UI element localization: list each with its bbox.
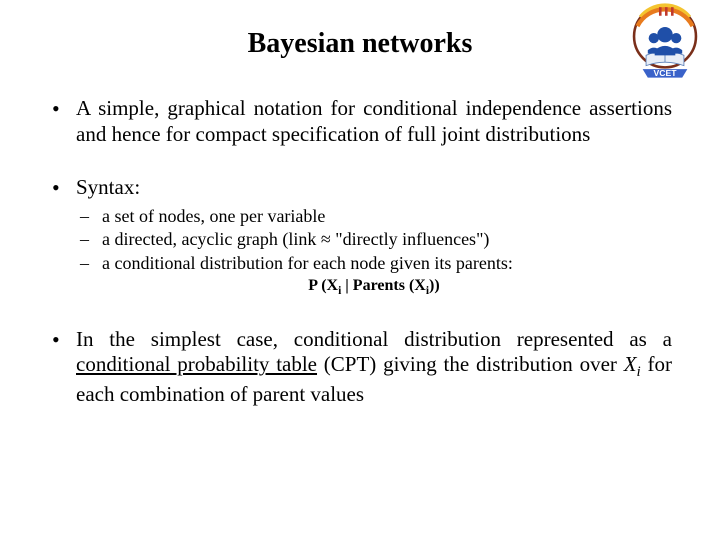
bullet-syntax: Syntax: a set of nodes, one per variable… [76,175,672,298]
formula-p: P [308,277,317,294]
cpt-mid: (CPT) giving the distribution over [317,352,624,376]
bullet-definition: A simple, graphical notation for conditi… [76,96,672,147]
sub-graph: a directed, acyclic graph (link ≈ "direc… [102,228,672,251]
probability-formula: P (Xi | Parents (Xi)) [76,276,672,298]
syntax-sublist: a set of nodes, one per variable a direc… [76,205,672,275]
sub-nodes: a set of nodes, one per variable [102,205,672,228]
formula-open: (X [317,277,338,294]
cpt-prefix: In the simplest case, conditional distri… [76,327,672,351]
bullet-cpt: In the simplest case, conditional distri… [76,327,672,408]
formula-close: )) [429,277,440,294]
cpt-underline: conditional probability table [76,352,317,376]
formula-mid: | Parents (X [341,277,426,294]
logo-text: VCET [654,68,678,78]
main-list: A simple, graphical notation for conditi… [48,96,672,407]
vcet-logo: VCET [622,2,708,88]
sub-conditional: a conditional distribution for each node… [102,252,672,275]
slide-container: VCET Bayesian networks A simple, graphic… [0,0,720,540]
cpt-var: X [624,352,637,376]
syntax-label: Syntax: [76,175,140,199]
page-title: Bayesian networks [48,28,672,60]
